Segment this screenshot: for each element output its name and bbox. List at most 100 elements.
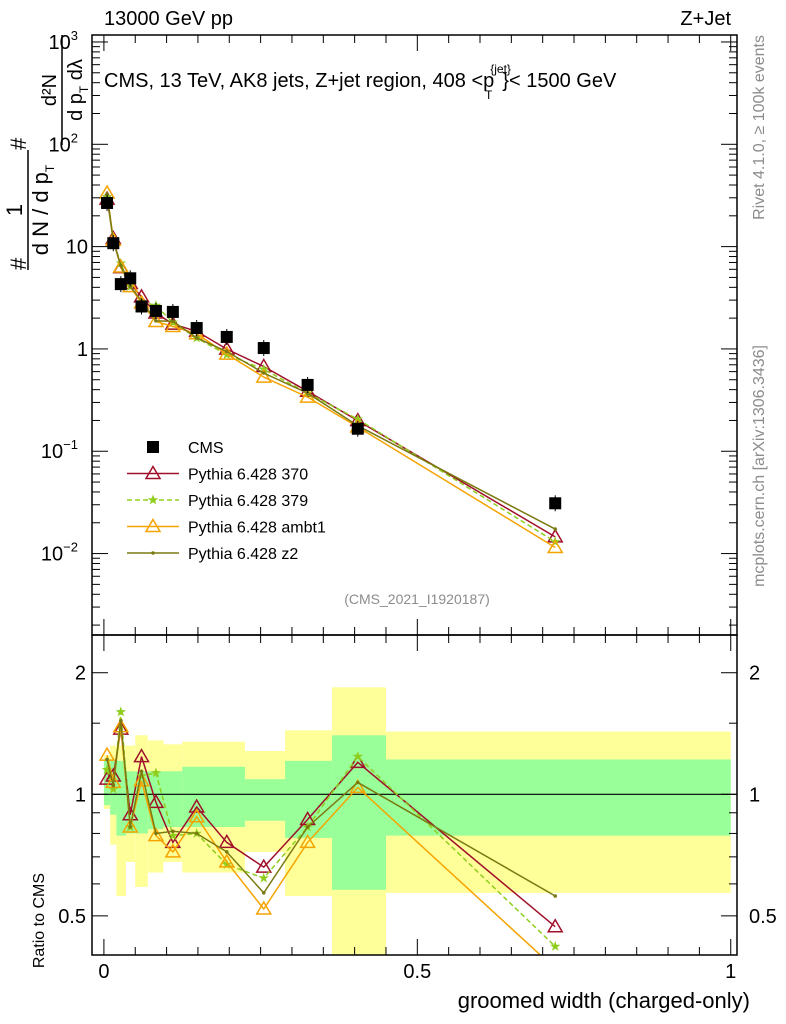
ratio-point-379 [167, 830, 179, 841]
ratio-point-370 [546, 918, 564, 933]
legend-marker [147, 441, 159, 453]
legend-label: Pythia 6.428 z2 [188, 546, 298, 563]
cms-data-point [114, 278, 127, 291]
ratio-point-379 [352, 751, 363, 761]
ylabel-hash2: # [6, 137, 31, 150]
legend-item: Pythia 6.428 z2 [127, 546, 298, 563]
legend-item: Pythia 6.428 370 [127, 465, 308, 484]
legend-marker [144, 465, 162, 480]
x-axis-label: groomed width (charged-only) [458, 988, 750, 1013]
stat-uncertainty-band [332, 735, 386, 890]
legend: CMS Pythia 6.428 370 Pythia 6.428 379 Pythi… [127, 440, 326, 563]
cms-data-point [220, 330, 233, 343]
ratio-point-379 [136, 770, 147, 781]
y-tick-label: 102 [49, 130, 78, 156]
legend-label: Pythia 6.428 370 [188, 467, 308, 484]
cms-data-point [149, 304, 162, 317]
y-tick-label: 10−1 [41, 437, 78, 463]
legend-item: CMS [147, 440, 224, 457]
ratio-y-tick-label-left: 0.5 [58, 906, 86, 928]
main-point-z2 [119, 263, 123, 268]
cms-data-point [257, 342, 270, 355]
stat-uncertainty-band [163, 771, 183, 827]
side-label-rivet: Rivet 4.1.0, ≥ 100k events [751, 35, 768, 220]
ratio-point-ambt1 [164, 843, 182, 858]
ratio-point-ambt1 [147, 827, 165, 842]
y-tick-label: 10−2 [41, 540, 78, 566]
legend-label: Pythia 6.428 ambt1 [188, 520, 326, 537]
ratio-point-379 [115, 706, 127, 717]
ratio-y-tick-label-left: 1 [75, 784, 86, 806]
y-tick-label: 1 [77, 339, 88, 361]
ratio-point-z2 [553, 894, 558, 898]
analysis-label: (CMS_2021_I1920187) [344, 591, 490, 607]
cms-data-point [190, 322, 203, 335]
ratio-point-z2 [105, 757, 109, 762]
main-point-ambt1 [164, 318, 182, 333]
ratio-point-370 [164, 833, 182, 849]
main-line-z2 [106, 194, 556, 530]
ratio-point-z2 [154, 831, 158, 836]
ratio-point-z2 [139, 769, 144, 774]
side-label-mcplots: mcplots.cern.ch [arXiv:1306.3436] [751, 345, 768, 587]
ratio-point-ambt1 [299, 833, 316, 849]
main-line-379 [106, 196, 556, 543]
main-series-370 [98, 190, 564, 543]
main-series-z2 [105, 192, 558, 531]
ratio-point-z2 [119, 719, 123, 723]
legend-marker [147, 494, 159, 505]
ratio-point-z2 [305, 825, 310, 829]
y-tick-label: 10 [66, 237, 88, 259]
legend-marker [144, 518, 162, 533]
x-tick-label: 1 [725, 961, 736, 983]
main-point-z2 [128, 284, 133, 289]
ratio-y-tick-label-right: 1 [749, 784, 760, 806]
x-tick-label: 0.5 [403, 961, 431, 983]
ylabel-num: 1 [2, 204, 27, 216]
y-axis-label: # # 1 d N / d pT d²N d pT dλ [2, 35, 91, 270]
ratio-point-z2 [128, 825, 133, 829]
main-series-ambt1 [98, 184, 564, 554]
ratio-point-z2 [111, 783, 116, 788]
main-plot-frame [91, 34, 738, 636]
ratio-point-ambt1 [121, 818, 139, 833]
ratio-point-370 [188, 798, 205, 813]
main-point-z2 [553, 527, 558, 531]
plot-frames [91, 34, 738, 956]
cms-data-series [101, 194, 562, 512]
ratio-point-370 [147, 793, 165, 809]
cms-data-point [107, 237, 120, 250]
cms-data-point [351, 422, 364, 435]
cms-data-point [135, 300, 148, 313]
ratio-point-ambt1 [188, 808, 205, 823]
ratio-point-z2 [261, 891, 266, 895]
main-point-z2 [154, 319, 158, 323]
ratio-point-379 [258, 872, 269, 883]
main-point-z2 [171, 319, 175, 324]
main-point-ambt1 [112, 258, 130, 273]
ratio-point-379 [550, 940, 561, 951]
header-right: Z+Jet [680, 8, 731, 30]
ratio-point-379 [150, 767, 162, 778]
main-point-379 [115, 257, 127, 268]
main-line-370 [106, 199, 556, 538]
main-point-z2 [105, 192, 109, 196]
ylabel-num2: d²N [39, 74, 61, 106]
ratio-series-z2 [105, 719, 558, 898]
ratio-point-ambt1 [548, 962, 562, 974]
main-point-z2 [224, 349, 229, 354]
x-tick-label: 0 [98, 961, 109, 983]
plot-title: CMS, 13 TeV, AK8 jets, Z+jet region, 408… [104, 62, 617, 102]
legend-label: CMS [188, 440, 224, 457]
ratio-y-tick-label-right: 0.5 [749, 906, 777, 928]
ratio-point-379 [101, 764, 113, 775]
stat-uncertainty-band [244, 779, 286, 821]
cms-data-point [124, 272, 137, 285]
stat-uncertainty-band [116, 760, 126, 836]
ratio-point-370 [218, 833, 236, 849]
ylabel-hash: # [6, 257, 31, 270]
ratio-point-ambt1 [112, 718, 130, 733]
main-point-ambt1 [255, 368, 273, 383]
main-point-z2 [194, 336, 199, 340]
